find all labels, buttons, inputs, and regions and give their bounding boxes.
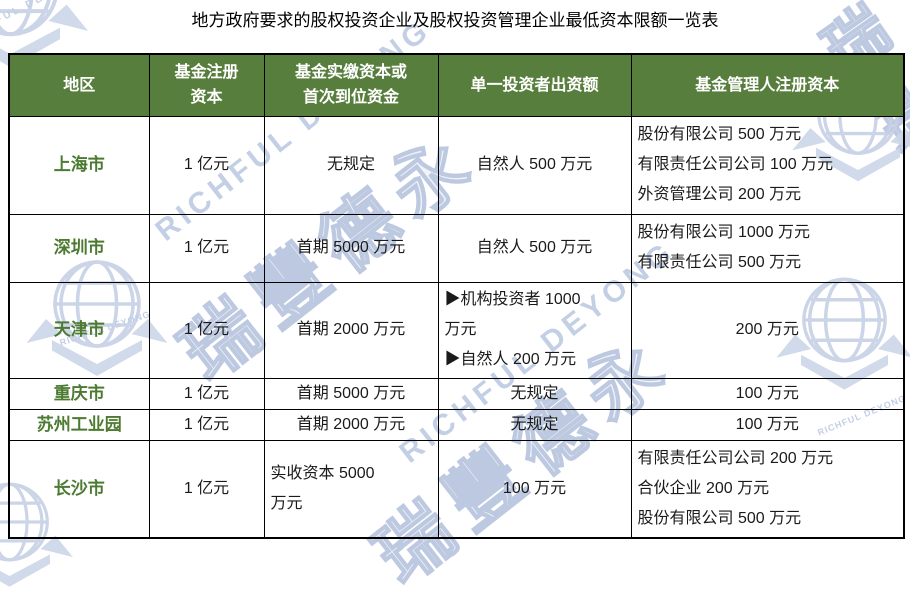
cell-registered-capital: 1 亿元 bbox=[148, 408, 265, 441]
cell-registered-capital: 1 亿元 bbox=[148, 213, 265, 283]
header-cell-single-investor: 单一投资者出资额 bbox=[437, 53, 632, 117]
cell-paid-in-capital: 实收资本 5000 万元 bbox=[263, 439, 439, 539]
cell-single-investor: ▶机构投资者 1000 万元 ▶自然人 200 万元 bbox=[437, 281, 632, 379]
cell-paid-in-capital: 首期 2000 万元 bbox=[263, 408, 439, 441]
cell-region: 重庆市 bbox=[8, 377, 150, 410]
cell-registered-capital: 1 亿元 bbox=[148, 115, 265, 215]
table-row-shanghai: 上海市 1 亿元 无规定 自然人 500 万元 股份有限公司 500 万元 有限… bbox=[8, 115, 905, 215]
table-row-chongqing: 重庆市 1 亿元 首期 5000 万元 无规定 100 万元 bbox=[8, 377, 905, 410]
cell-region: 长沙市 bbox=[8, 439, 150, 539]
capital-requirements-table: 地区 基金注册 资本 基金实缴资本或 首次到位资金 单一投资者出资额 基金管理人… bbox=[8, 53, 905, 539]
table-row-shenzhen: 深圳市 1 亿元 首期 5000 万元 自然人 500 万元 股份有限公司 10… bbox=[8, 213, 905, 283]
header-cell-region: 地区 bbox=[8, 53, 150, 117]
cell-single-investor: 无规定 bbox=[437, 377, 632, 410]
cell-single-investor: 无规定 bbox=[437, 408, 632, 441]
page-title: 地方政府要求的股权投资企业及股权投资管理企业最低资本限额一览表 bbox=[191, 11, 719, 30]
cell-manager-capital: 200 万元 bbox=[630, 281, 905, 379]
cell-region: 上海市 bbox=[8, 115, 150, 215]
table-header-row: 地区 基金注册 资本 基金实缴资本或 首次到位资金 单一投资者出资额 基金管理人… bbox=[8, 53, 905, 117]
header-cell-manager-capital: 基金管理人注册资本 bbox=[630, 53, 905, 117]
cell-manager-capital: 股份有限公司 1000 万元 有限责任公司 500 万元 bbox=[630, 213, 905, 283]
table-row-changsha: 长沙市 1 亿元 实收资本 5000 万元 100 万元 有限责任公司公司 20… bbox=[8, 439, 905, 539]
cell-paid-in-capital: 首期 5000 万元 bbox=[263, 377, 439, 410]
header-cell-paid-in-capital: 基金实缴资本或 首次到位资金 bbox=[263, 53, 439, 117]
cell-manager-capital: 有限责任公司公司 200 万元 合伙企业 200 万元 股份有限公司 500 万… bbox=[630, 439, 905, 539]
cell-region: 深圳市 bbox=[8, 213, 150, 283]
cell-single-investor: 自然人 500 万元 bbox=[437, 213, 632, 283]
cell-manager-capital: 100 万元 bbox=[630, 377, 905, 410]
cell-paid-in-capital: 首期 5000 万元 bbox=[263, 213, 439, 283]
header-cell-registered-capital: 基金注册 资本 bbox=[148, 53, 265, 117]
cell-single-investor: 自然人 500 万元 bbox=[437, 115, 632, 215]
cell-manager-capital: 股份有限公司 500 万元 有限责任公司公司 100 万元 外资管理公司 200… bbox=[630, 115, 905, 215]
cell-paid-in-capital: 无规定 bbox=[263, 115, 439, 215]
cell-manager-capital: 100 万元 bbox=[630, 408, 905, 441]
cell-paid-in-capital: 首期 2000 万元 bbox=[263, 281, 439, 379]
cell-registered-capital: 1 亿元 bbox=[148, 439, 265, 539]
cell-registered-capital: 1 亿元 bbox=[148, 281, 265, 379]
cell-region: 天津市 bbox=[8, 281, 150, 379]
table-row-suzhou: 苏州工业园 1 亿元 首期 2000 万元 无规定 100 万元 bbox=[8, 408, 905, 441]
table-row-tianjin: 天津市 1 亿元 首期 2000 万元 ▶机构投资者 1000 万元 ▶自然人 … bbox=[8, 281, 905, 379]
cell-single-investor: 100 万元 bbox=[437, 439, 632, 539]
cell-region: 苏州工业园 bbox=[8, 408, 150, 441]
cell-registered-capital: 1 亿元 bbox=[148, 377, 265, 410]
